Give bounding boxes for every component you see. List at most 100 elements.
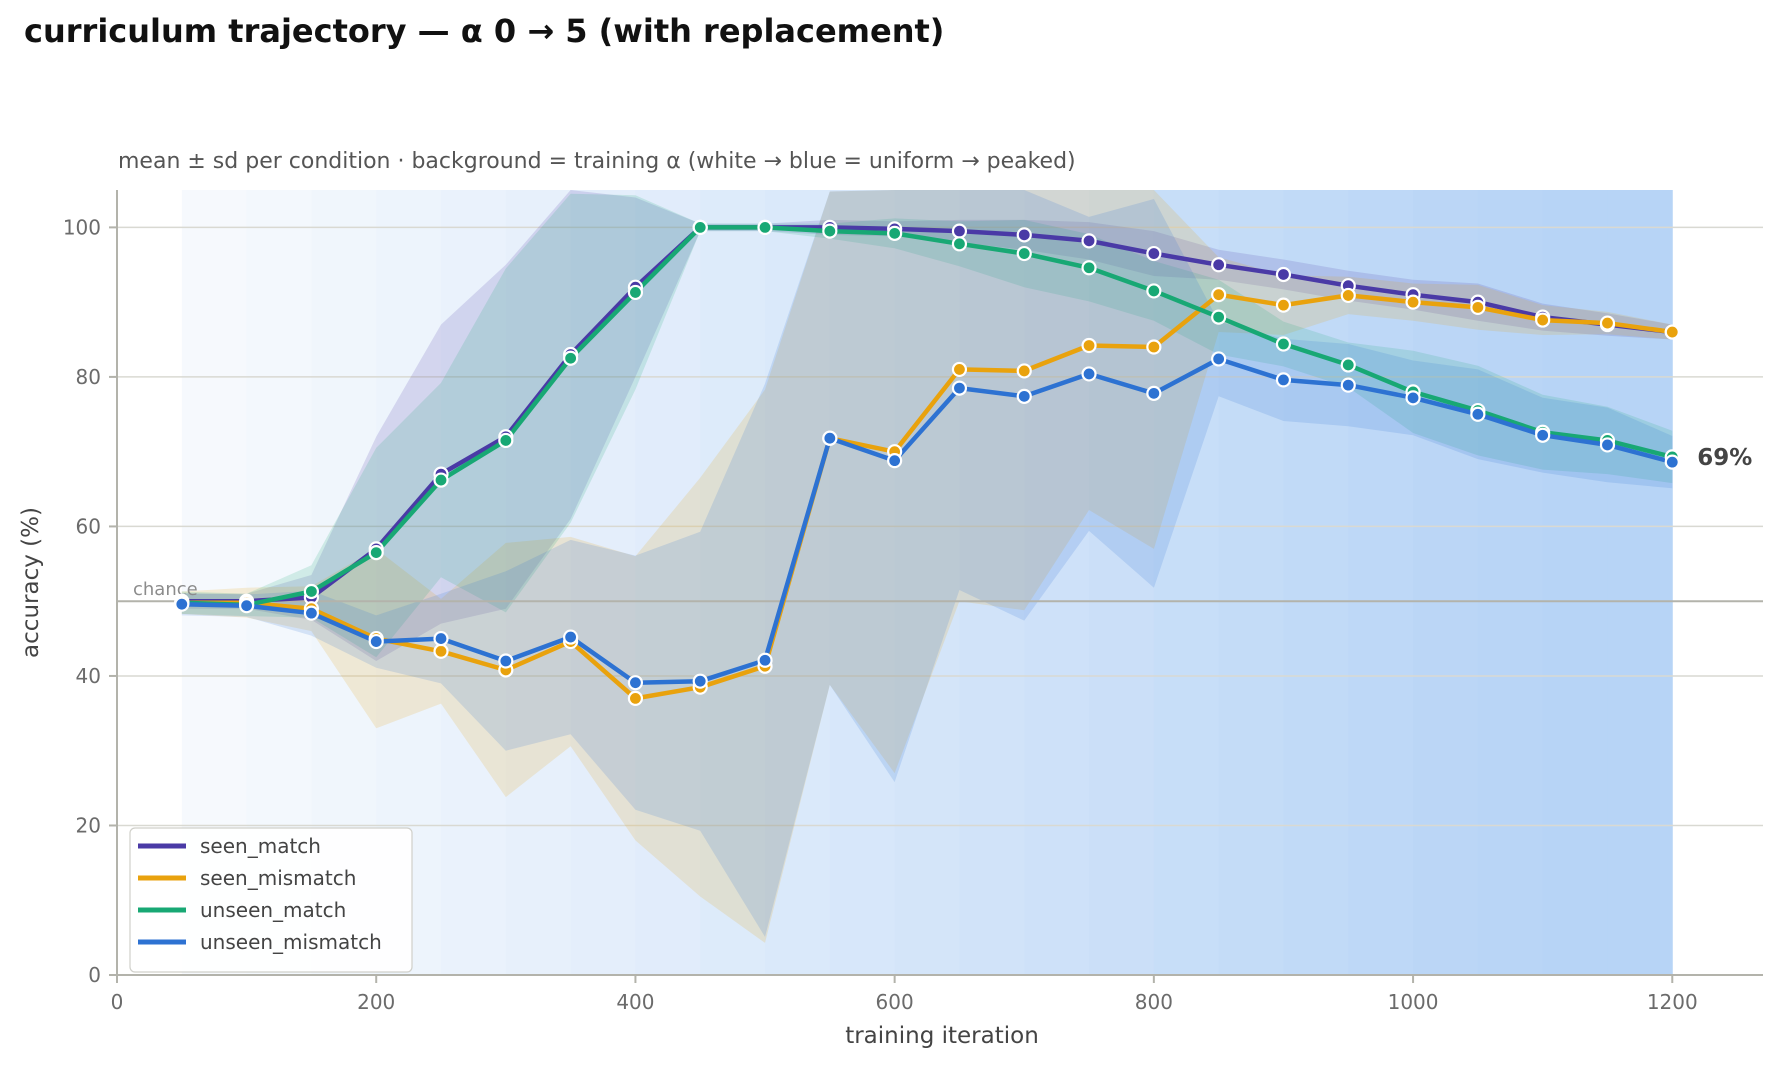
end-value-label: 69% (1697, 445, 1752, 471)
seen_mismatch-point-1000 (1405, 294, 1421, 310)
x-tick-label-800: 800 (1135, 990, 1173, 1014)
unseen_mismatch-point-1050 (1470, 406, 1486, 422)
series-points: 69% (174, 219, 1752, 706)
seen_mismatch-point-1100 (1535, 312, 1551, 328)
unseen_mismatch-point-600 (887, 453, 903, 469)
unseen_mismatch-point-200 (368, 633, 384, 650)
seen_mismatch-point-750 (1081, 337, 1097, 354)
seen_match-point-650 (951, 223, 968, 239)
seen_match-point-850 (1211, 257, 1227, 273)
seen_match-line (181, 225, 1673, 604)
legend-label-seen_match: seen_match (200, 834, 321, 858)
legend-label-unseen_mismatch: unseen_mismatch (200, 930, 382, 954)
unseen_match-point-500 (757, 219, 773, 235)
x-tick-label-600: 600 (876, 990, 914, 1014)
unseen_mismatch-point-50 (174, 596, 190, 612)
y-tick-label-100: 100 (63, 215, 101, 239)
seen_mismatch-point-1150 (1599, 315, 1616, 331)
x-tick-label-400: 400 (616, 990, 654, 1014)
alpha-band-18 (1348, 190, 1414, 975)
alpha-band-11 (894, 190, 960, 975)
legend-label-unseen_match: unseen_match (200, 898, 346, 922)
x-axis-title: training iteration (845, 1023, 1039, 1049)
unseen_mismatch-point-1000 (1405, 390, 1421, 406)
seen_mismatch-point-950 (1340, 287, 1356, 304)
alpha-band-5 (505, 190, 572, 975)
unseen_mismatch-point-1150 (1599, 437, 1616, 453)
unseen_mismatch-point-250 (433, 630, 449, 647)
seen_mismatch-sd-band (181, 190, 1673, 943)
unseen_match-point-400 (627, 284, 644, 301)
unseen_mismatch-point-450 (692, 673, 708, 689)
alpha-band-17 (1283, 190, 1349, 975)
x-tick-label-0: 0 (111, 990, 124, 1014)
seen_match-point-800 (1146, 245, 1162, 262)
legend-box (129, 827, 413, 973)
alpha-band-9 (765, 190, 831, 975)
unseen_match-point-150 (303, 583, 320, 600)
axes: 0 200 400 600 800 1000 1200 0 20 40 60 80 100 (63, 190, 1763, 1014)
unseen_mismatch-point-950 (1340, 377, 1356, 393)
alpha-band-13 (1024, 190, 1090, 975)
x-tick-label-1200: 1200 (1647, 990, 1698, 1014)
alpha-band-14 (1089, 190, 1155, 975)
y-tick-label-60: 60 (76, 514, 101, 538)
unseen_mismatch-point-350 (563, 629, 579, 645)
seen_match-point-750 (1081, 233, 1097, 249)
chart-subtitle: mean ± sd per condition · background = t… (118, 149, 1076, 174)
unseen_match-point-350 (563, 350, 579, 366)
y-tick-label-40: 40 (76, 664, 101, 688)
unseen_match-point-200 (368, 544, 384, 561)
unseen_match-point-850 (1211, 309, 1227, 325)
unseen_match-point-250 (433, 472, 449, 488)
seen_mismatch-point-850 (1211, 287, 1227, 303)
series-lines (181, 225, 1673, 701)
alpha-band-12 (959, 190, 1025, 975)
unseen_mismatch-sd-band (181, 190, 1673, 937)
unseen_match-line (181, 225, 1673, 608)
seen_mismatch-point-800 (1146, 339, 1162, 355)
unseen_match-point-750 (1081, 260, 1097, 276)
unseen_mismatch-point-850 (1211, 351, 1227, 367)
chart-title: curriculum trajectory — α 0 → 5 (with re… (24, 12, 945, 50)
y-tick-label-20: 20 (76, 813, 101, 837)
unseen_mismatch-point-550 (822, 430, 838, 446)
unseen_mismatch-line (181, 356, 1673, 685)
seen_mismatch-point-400 (627, 690, 644, 706)
y-axis-title: accuracy (%) (18, 507, 44, 658)
unseen_mismatch-point-900 (1275, 372, 1292, 388)
seen_match-point-900 (1275, 266, 1292, 283)
unseen_mismatch-point-150 (303, 605, 320, 621)
unseen_mismatch-point-300 (498, 653, 514, 669)
legend-label-seen_mismatch: seen_mismatch (200, 866, 356, 890)
unseen_match-point-450 (692, 219, 708, 235)
alpha-band-7 (635, 190, 701, 975)
seen_mismatch-point-1200 (1664, 324, 1680, 340)
unseen_mismatch-point-750 (1081, 366, 1097, 382)
unseen_mismatch-point-100 (239, 598, 255, 614)
unseen_mismatch-point-700 (1016, 388, 1032, 404)
unseen_match-point-550 (822, 223, 838, 239)
y-tick-label-80: 80 (76, 365, 101, 389)
unseen_match-point-600 (887, 225, 903, 241)
y-tick-label-0: 0 (88, 963, 101, 987)
sd-bands (181, 190, 1673, 943)
unseen_match-point-800 (1146, 283, 1162, 299)
alpha-band-19 (1413, 190, 1479, 975)
x-tick-label-1000: 1000 (1388, 990, 1439, 1014)
seen_mismatch-line (181, 292, 1673, 701)
unseen_match-point-650 (951, 236, 968, 252)
seen_match-sd-band (181, 190, 1673, 661)
unseen_mismatch-point-650 (951, 380, 968, 396)
unseen_mismatch-point-1200 (1664, 454, 1680, 470)
unseen_match-sd-band (181, 193, 1673, 658)
alpha-band-4 (441, 190, 507, 975)
seen_match-point-700 (1016, 227, 1032, 243)
seen_mismatch-point-900 (1275, 297, 1292, 313)
seen_mismatch-point-700 (1016, 363, 1032, 379)
seen_mismatch-point-1050 (1470, 299, 1486, 315)
unseen_mismatch-point-1100 (1535, 427, 1551, 443)
gridlines (117, 226, 1763, 827)
unseen_match-point-900 (1275, 336, 1292, 352)
